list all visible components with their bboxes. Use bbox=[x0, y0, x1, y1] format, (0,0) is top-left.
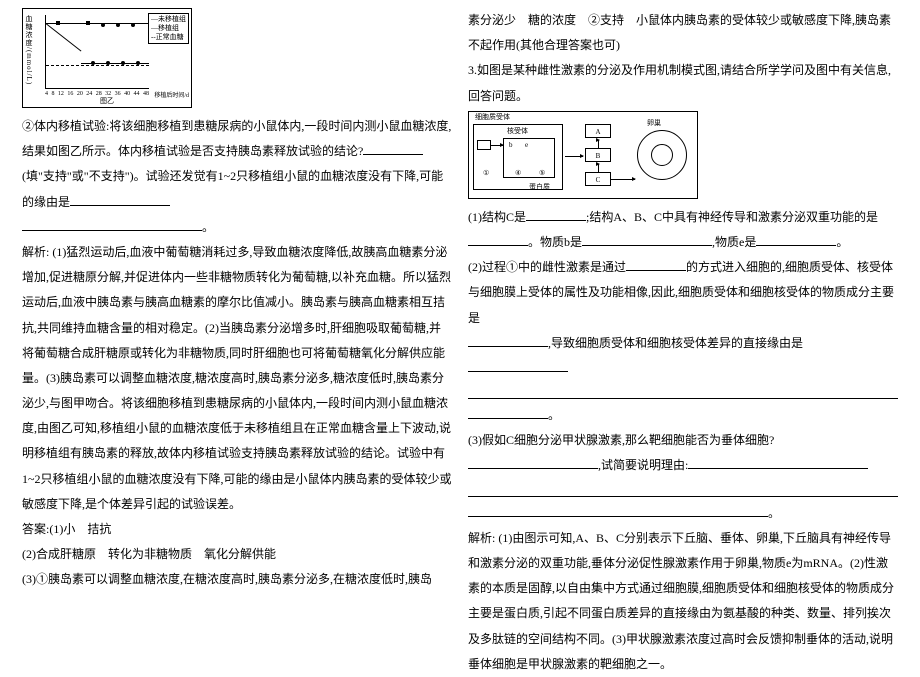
blank-reason3-line bbox=[468, 485, 898, 497]
blank-reason-cont bbox=[22, 219, 202, 231]
chart-series-implanted-flat bbox=[81, 63, 149, 64]
chart-series-implanted bbox=[46, 23, 91, 57]
blank-b bbox=[582, 234, 712, 246]
question-3-2: (2)过程①中的雌性激素是通过的方式进入细胞的,细胞质受体、核受体与细胞膜上受体… bbox=[468, 255, 898, 331]
blank-c bbox=[526, 209, 586, 221]
blank-cause-line bbox=[468, 387, 898, 399]
analysis-3: 解析: (1)由图示可知,A、B、C分别表示下丘脑、垂体、卵巢,下丘脑具有神经传… bbox=[468, 526, 898, 677]
question-3-3b: ,试简要说明理由: bbox=[468, 453, 898, 478]
question-2-end: 。 bbox=[22, 215, 452, 240]
legend-item: —移植组 bbox=[151, 24, 186, 33]
blank-reason3 bbox=[688, 457, 868, 469]
chart-image: 血糖浓度/(mmol/L) —未移植组 —移植组 --正常血糖 48 1216 bbox=[22, 8, 192, 108]
blank-cause bbox=[468, 360, 568, 372]
legend-item: —未移植组 bbox=[151, 15, 186, 24]
question-3-3end: 。 bbox=[468, 501, 898, 526]
left-column: 血糖浓度/(mmol/L) —未移植组 —移植组 --正常血糖 48 1216 bbox=[14, 8, 460, 643]
answer-3: (3)①胰岛素可以调整血糖浓度,在糖浓度高时,胰岛素分泌多,在糖浓度低时,胰岛 bbox=[22, 567, 452, 592]
question-3-intro: 3.如图是某种雌性激素的分泌及作用机制模式图,请结合所学学问及图中有关信息,回答… bbox=[468, 58, 898, 108]
analysis-text: 解析: (1)猛烈运动后,血液中葡萄糖消耗过多,导致血糖浓度降低,故胰高血糖素分… bbox=[22, 240, 452, 517]
legend-item: --正常血糖 bbox=[151, 33, 186, 42]
blank-support bbox=[363, 143, 423, 155]
blank-abc bbox=[468, 234, 528, 246]
chart-legend: —未移植组 —移植组 --正常血糖 bbox=[148, 13, 189, 44]
right-column: 素分泌少 糖的浓度 ②支持 小鼠体内胰岛素的受体较少或敏感度下降,胰岛素不起作用… bbox=[460, 8, 906, 643]
blank-yesno bbox=[468, 457, 598, 469]
chart-xticks: 48 1216 2024 2832 3640 4448 bbox=[45, 88, 149, 101]
answer-2: (2)合成肝糖原 转化为非糖物质 氧化分解供能 bbox=[22, 542, 452, 567]
chart-axes bbox=[45, 15, 149, 89]
question-2-text: ②体内移植试验:将该细胞移植到患糖尿病的小鼠体内,一段时间内测小鼠血糖浓度,结果… bbox=[22, 114, 452, 215]
chart-caption: 图乙 bbox=[100, 94, 114, 109]
answer-1: 答案:(1)小 拮抗 bbox=[22, 517, 452, 542]
question-3-3: (3)假如C细胞分泌甲状腺激素,那么靶细胞能否为垂体细胞? bbox=[468, 428, 898, 453]
question-3-2b: ,导致细胞质受体和细胞核受体差异的直接缘由是 bbox=[468, 331, 898, 381]
blank-substance bbox=[468, 335, 548, 347]
blank-transport bbox=[626, 259, 686, 271]
chart-xlabel: 移植后时间/d bbox=[154, 90, 189, 103]
question-3-1b: 。物质b是,物质e是。 bbox=[468, 230, 898, 255]
blank-reason bbox=[70, 194, 170, 206]
blank-e bbox=[756, 234, 836, 246]
mechanism-diagram: 细胞质受体 核受体 b e ① ④ ⑤ 蛋白质 A B C 卵巢 bbox=[468, 111, 698, 199]
question-3-2end: 。 bbox=[468, 403, 898, 428]
question-3-1: (1)结构C是;结构A、B、C中具有神经传导和激素分泌双重功能的是 bbox=[468, 205, 898, 230]
answer-3-cont: 素分泌少 糖的浓度 ②支持 小鼠体内胰岛素的受体较少或敏感度下降,胰岛素不起作用… bbox=[468, 8, 898, 58]
chart-normal-line bbox=[46, 65, 149, 66]
